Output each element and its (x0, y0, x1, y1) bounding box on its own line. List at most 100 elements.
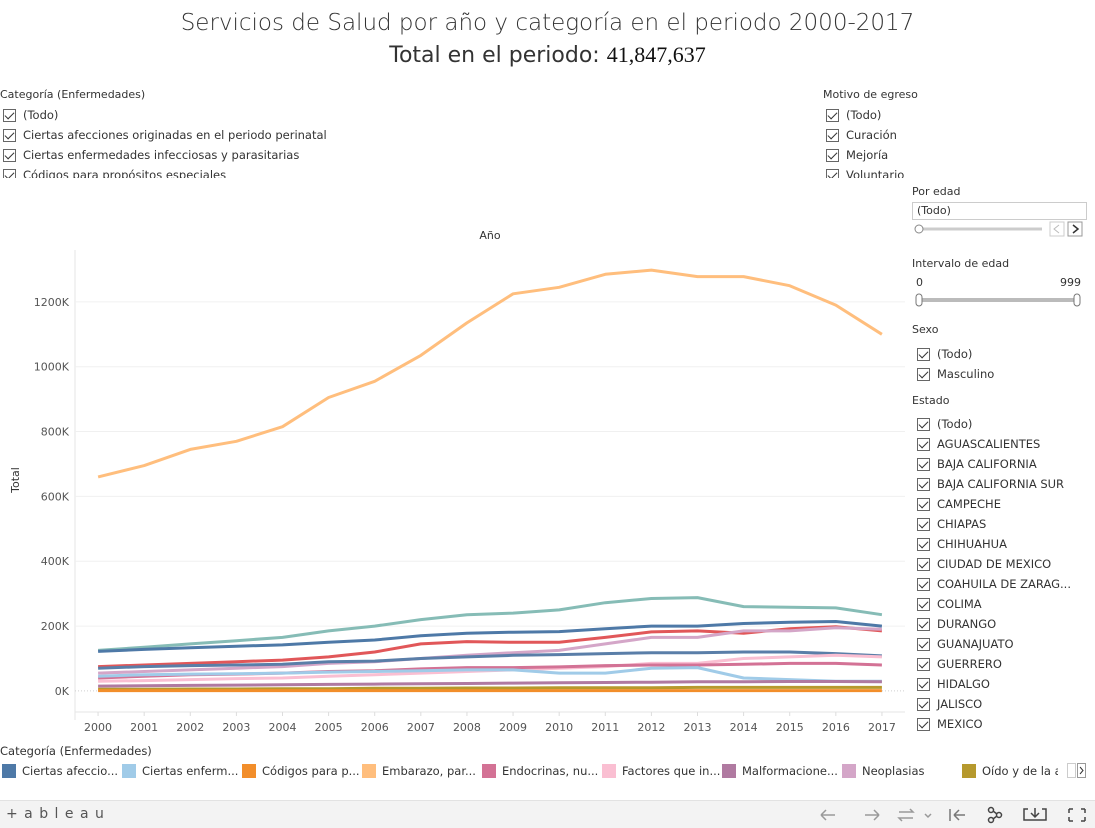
filter-edad: Por edad (Todo) (912, 185, 1087, 244)
x-tick-label: 2009 (499, 721, 527, 734)
legend-item[interactable]: Ciertas enferm... (122, 764, 238, 778)
slider-handle[interactable] (914, 224, 924, 234)
scroll-icon (1079, 766, 1084, 775)
filter-list: (Todo) Masculino (912, 344, 1087, 384)
slider-handle[interactable] (915, 293, 923, 307)
brand[interactable]: + a b l e a u (6, 806, 105, 822)
filter-label: (Todo) (23, 108, 59, 122)
filter-label: Códigos para propósitos especiales (23, 168, 227, 178)
checkbox[interactable] (917, 417, 930, 431)
redo-icon[interactable] (865, 809, 880, 821)
x-tick-label: 2017 (868, 721, 896, 734)
filter-item: Ciertas enfermedades infecciosas y paras… (3, 145, 340, 165)
filter-title: Estado (912, 394, 950, 407)
legend-title: Categoría (Enfermedades) (0, 744, 152, 758)
legend-item[interactable]: Ciertas afeccio... (2, 764, 118, 778)
checkbox[interactable] (3, 108, 16, 122)
checkbox[interactable] (826, 128, 839, 142)
toolbar-icons (820, 806, 1086, 824)
filter-item: DURANGO (917, 614, 1087, 634)
download-icon[interactable] (1023, 808, 1047, 821)
revert-menu[interactable] (924, 813, 932, 819)
series-line (98, 625, 883, 669)
scroll-left[interactable] (1067, 763, 1076, 778)
legend-swatch (962, 764, 976, 778)
legend-label: Endocrinas, nu... (502, 764, 599, 778)
filter-label: Masculino (937, 367, 995, 381)
checkbox[interactable] (917, 367, 930, 381)
checkbox[interactable] (826, 108, 839, 122)
range-min: 0 (916, 276, 923, 289)
checkbox[interactable] (917, 537, 930, 551)
revert-icon[interactable] (897, 808, 915, 822)
filter-label: HIDALGO (937, 677, 990, 691)
filter-label: BAJA CALIFORNIA (937, 457, 1037, 471)
checkbox[interactable] (826, 168, 839, 178)
checkbox[interactable] (917, 657, 930, 671)
legend-item[interactable]: Endocrinas, nu... (482, 764, 598, 778)
checkbox[interactable] (917, 697, 930, 711)
checkbox[interactable] (917, 617, 930, 631)
dropdown[interactable]: (Todo) (912, 202, 1087, 220)
x-tick-label: 2008 (453, 721, 481, 734)
filter-item: (Todo) (917, 414, 1087, 434)
filter-item: MEXICO (917, 714, 1087, 734)
checkbox[interactable] (3, 128, 16, 142)
checkbox[interactable] (917, 637, 930, 651)
filter-label: (Todo) (846, 108, 882, 122)
filter-item: Códigos para propósitos especiales (3, 165, 340, 178)
fullscreen-icon[interactable] (1068, 808, 1086, 822)
range-max: 999 (1060, 276, 1081, 289)
checkbox[interactable] (917, 557, 930, 571)
legend-label: Oído y de la a... (982, 764, 1058, 778)
legend-item[interactable]: Oído y de la a... (962, 764, 1058, 778)
filter-title: Motivo de egreso (823, 88, 918, 101)
scroll-right[interactable] (1077, 763, 1086, 778)
legend-swatch (122, 764, 136, 778)
filter-label: Ciertas afecciones originadas en el peri… (23, 128, 327, 142)
legend-item[interactable]: Malformacione... (722, 764, 838, 778)
checkbox[interactable] (917, 717, 930, 731)
reset-icon[interactable] (949, 809, 965, 821)
title: Servicios de Salud por año y categoría e… (180, 10, 915, 36)
x-tick-label: 2013 (684, 721, 712, 734)
legend-item[interactable]: Códigos para p... (242, 764, 360, 778)
share-icon[interactable] (987, 806, 1003, 824)
filter-motivo: Motivo de egreso (Todo) Curación Mejoría Vo… (823, 88, 1023, 178)
legend-swatch (602, 764, 616, 778)
next-button[interactable] (1067, 221, 1083, 237)
filter-title: Intervalo de edad (912, 257, 1010, 270)
checkbox[interactable] (917, 497, 930, 511)
checkbox[interactable] (917, 457, 930, 471)
legend-item[interactable]: Factores que in... (602, 764, 720, 778)
filter-label: Mejoría (846, 148, 889, 162)
legend-item[interactable]: Embarazo, par... (362, 764, 476, 778)
checkbox[interactable] (826, 148, 839, 162)
next-icon (1072, 224, 1080, 234)
checkbox[interactable] (917, 517, 930, 531)
total: Total en el periodo: 41,847,637 (0, 42, 1095, 68)
filter-categoria: Categoría (Enfermedades) (Todo) Ciertas a… (0, 88, 340, 178)
checkbox[interactable] (917, 347, 930, 361)
series-line (98, 680, 882, 688)
checkbox[interactable] (917, 597, 930, 611)
y-axis-title: Total (9, 467, 22, 494)
chart: Año Total 0K 200K 400K 600K 800K 1000K 1200K 20… (9, 229, 905, 734)
checkbox[interactable] (917, 437, 930, 451)
checkbox[interactable] (3, 168, 16, 178)
legend-item[interactable]: Neoplasias (842, 764, 924, 778)
checkbox[interactable] (917, 577, 930, 591)
checkbox[interactable] (3, 148, 16, 162)
series-line (98, 626, 882, 675)
undo-icon[interactable] (820, 809, 835, 821)
checkbox[interactable] (917, 677, 930, 691)
x-tick-label: 2014 (730, 721, 758, 734)
checkbox[interactable] (917, 477, 930, 491)
filter-sexo: Sexo (Todo) Masculino (912, 323, 1087, 385)
prev-button[interactable] (1049, 221, 1065, 237)
filter-label: CHIAPAS (937, 517, 987, 531)
filter-list: (Todo) Curación Mejoría Voluntario (823, 105, 1023, 178)
slider-handle[interactable] (1073, 293, 1081, 307)
legend-label: Malformacione... (742, 764, 838, 778)
edad-slider (914, 221, 1083, 237)
